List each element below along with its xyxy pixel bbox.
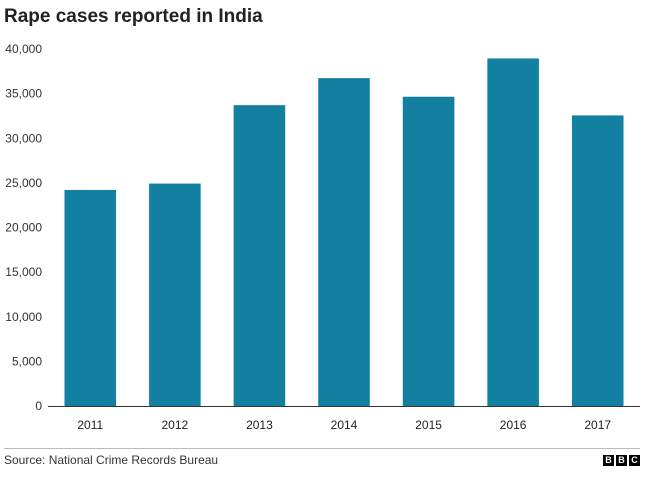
bar-2014: [318, 78, 370, 406]
bbc-logo: B B C: [603, 455, 640, 466]
x-tick-label: 2012: [162, 418, 189, 432]
bar-2016: [487, 58, 539, 407]
y-tick-label: 15,000: [5, 265, 42, 279]
footer-divider: [4, 448, 640, 449]
bar-2017: [571, 115, 624, 407]
y-tick-label: 0: [35, 399, 42, 413]
bar-2013: [233, 105, 286, 406]
x-tick-label: 2014: [331, 418, 358, 432]
x-tick-label: 2016: [500, 418, 527, 432]
x-tick-label: 2015: [415, 418, 442, 432]
y-tick-label: 25,000: [5, 176, 42, 190]
x-tick-label: 2017: [584, 418, 611, 432]
bar-series: [64, 58, 624, 407]
y-axis-ticks: 0 5,000 10,000 15,000 20,000 25,000 30,000 35,0…: [5, 42, 42, 413]
x-tick-label: 2013: [246, 418, 273, 432]
bar-2011: [64, 189, 117, 406]
y-tick-label: 40,000: [5, 42, 42, 56]
x-tick-label: 2011: [77, 418, 103, 432]
source-note: Source: National Crime Records Bureau: [4, 453, 219, 467]
bar-2012: [149, 183, 201, 406]
y-tick-label: 35,000: [5, 87, 42, 101]
chart-title: Rape cases reported in India: [4, 6, 263, 27]
x-axis-labels: 2011 2012 2013 2014 2015 2016 2017: [77, 418, 611, 432]
y-tick-label: 10,000: [5, 310, 42, 324]
logo-letter-c: C: [629, 455, 640, 466]
logo-letter-b1: B: [603, 455, 614, 466]
bar-2015: [402, 96, 455, 407]
y-tick-label: 5,000: [12, 354, 42, 368]
y-tick-label: 30,000: [5, 131, 42, 145]
logo-letter-b2: B: [616, 455, 627, 466]
y-tick-label: 20,000: [5, 221, 42, 235]
